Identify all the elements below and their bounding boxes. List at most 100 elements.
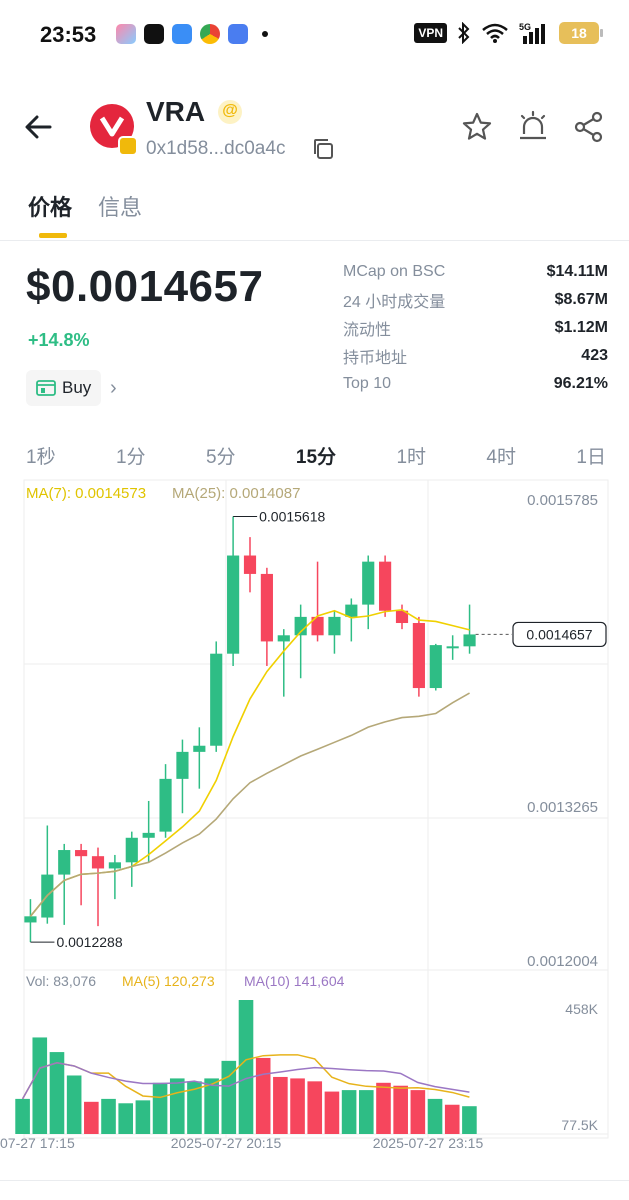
volume-bar — [49, 1052, 65, 1134]
volume-bar — [290, 1078, 305, 1134]
bluetooth-icon — [458, 22, 470, 44]
ma7-legend: MA(7): 0.0014573 — [26, 485, 146, 502]
token-name: VRA — [146, 96, 206, 127]
volume-bar — [152, 1082, 168, 1134]
candle-body — [159, 778, 172, 832]
volume-bar — [255, 1057, 271, 1134]
volume-bar — [32, 1037, 48, 1134]
volume-bar — [118, 1103, 134, 1134]
max-price-label: 0.0015618 — [259, 508, 325, 524]
candle-body — [91, 856, 105, 869]
app-notification-icon — [172, 24, 192, 44]
x-label-3: 2025-07-27 23:15 — [373, 1135, 484, 1151]
volume-bar — [238, 1000, 254, 1134]
x-label-1: 07-27 17:15 — [0, 1135, 75, 1151]
ma25-line — [29, 692, 470, 917]
svg-text:5G: 5G — [519, 22, 531, 32]
interval-1m[interactable]: 1分 — [115, 447, 146, 468]
buy-button-label: Buy — [62, 378, 92, 397]
volume-bar — [376, 1082, 391, 1134]
share-icon[interactable] — [572, 110, 606, 144]
volume-bar — [169, 1078, 185, 1134]
wifi-icon — [482, 23, 508, 43]
interval-1h[interactable]: 1时 — [396, 447, 427, 468]
candle-body — [395, 610, 409, 624]
candle-body — [193, 745, 206, 752]
interval-1d[interactable]: 1日 — [576, 447, 606, 468]
signal-icon: 5G — [519, 22, 545, 44]
candle-body — [24, 916, 37, 923]
status-indicators: VPN 5G 18 — [414, 22, 603, 44]
candle-body — [227, 555, 240, 654]
x-label-2: 2025-07-27 20:15 — [171, 1135, 282, 1151]
tiktok-icon — [144, 24, 164, 44]
tab-price[interactable]: 价格 — [28, 195, 73, 220]
candle-body — [311, 616, 324, 636]
volume-bar — [66, 1075, 82, 1134]
volume-bar — [444, 1104, 460, 1134]
alert-bell-icon[interactable] — [516, 110, 550, 144]
stat-volume: 24 小时成交量 $8.67M — [343, 291, 608, 311]
vpn-icon: VPN — [414, 23, 447, 43]
interval-5m[interactable]: 5分 — [205, 447, 236, 468]
volume-ma5-legend: MA(5) 120,273 — [122, 973, 215, 989]
token-logo — [90, 104, 134, 148]
ma-lines — [29, 609, 470, 917]
candle-body — [108, 862, 121, 869]
stat-liquidity: 流动性 $1.12M — [343, 319, 608, 339]
status-bar: 23:53 VPN 5G 18 — [0, 0, 629, 70]
volume-legend: Vol: 83,076 — [26, 973, 96, 989]
tab-info[interactable]: 信息 — [98, 195, 143, 220]
interval-4h[interactable]: 4时 — [486, 447, 516, 468]
volume-ma5-line — [21, 1054, 470, 1100]
min-price-label: 0.0012288 — [56, 934, 122, 950]
active-tab-indicator — [39, 233, 67, 238]
volume-bar — [358, 1090, 374, 1134]
status-time: 23:53 — [40, 22, 97, 47]
price-change: +14.8% — [28, 330, 90, 350]
copy-icon[interactable] — [310, 136, 336, 162]
back-arrow-icon[interactable] — [22, 110, 56, 144]
star-icon[interactable] — [460, 110, 494, 144]
buy-button[interactable]: Buy — [26, 370, 102, 406]
y-label-top: 0.0015785 — [527, 492, 598, 509]
divider — [0, 1180, 629, 1181]
volume-ma10-legend: MA(10) 141,604 — [244, 973, 345, 989]
tab-bar: 价格 信息 — [28, 190, 142, 222]
price-chart[interactable]: MA(7): 0.0014573 MA(25): 0.0014087 0.001… — [0, 476, 629, 1156]
contract-address: 0x1d58...dc0a4c — [146, 138, 286, 159]
candle-body — [345, 604, 358, 617]
chevron-right-icon[interactable]: › — [110, 377, 117, 399]
volume-bar — [462, 1106, 477, 1134]
divider — [0, 240, 629, 241]
y-label-bottom: 0.0012004 — [527, 953, 598, 970]
candle-body — [243, 555, 257, 574]
current-price-tag — [512, 621, 607, 648]
volume-bar — [273, 1076, 288, 1134]
interval-15m[interactable]: 15分 — [295, 447, 337, 468]
candle-body — [176, 751, 189, 779]
chrome-icon — [200, 24, 220, 44]
candle-body — [142, 832, 155, 838]
volume-bar — [393, 1085, 408, 1134]
ma7-line — [29, 609, 470, 917]
token-stats: MCap on BSC $14.11M 24 小时成交量 $8.67M 流动性 $1.… — [343, 258, 608, 398]
candle-body — [328, 616, 341, 636]
interval-selector: 1秒 1分 5分 15分 1时 4时 1日 — [26, 442, 606, 469]
volume-bar — [324, 1091, 340, 1134]
volume-bar — [135, 1100, 151, 1134]
chain-badge-icon — [118, 136, 138, 156]
interval-1s[interactable]: 1秒 — [26, 447, 56, 468]
candle-body — [125, 837, 138, 863]
volume-bar — [101, 1098, 116, 1134]
volume-bar — [221, 1060, 237, 1134]
candle-body — [260, 573, 273, 642]
stat-top10: Top 10 96.21% — [343, 375, 608, 392]
volume-bar — [427, 1098, 443, 1134]
candle-body — [429, 645, 442, 689]
current-price-label: 0.0014657 — [526, 626, 592, 642]
status-app-icons — [116, 24, 268, 44]
volume-bar — [15, 1098, 30, 1134]
volume-bar — [187, 1081, 202, 1134]
at-mention-icon[interactable]: @ — [218, 100, 242, 124]
